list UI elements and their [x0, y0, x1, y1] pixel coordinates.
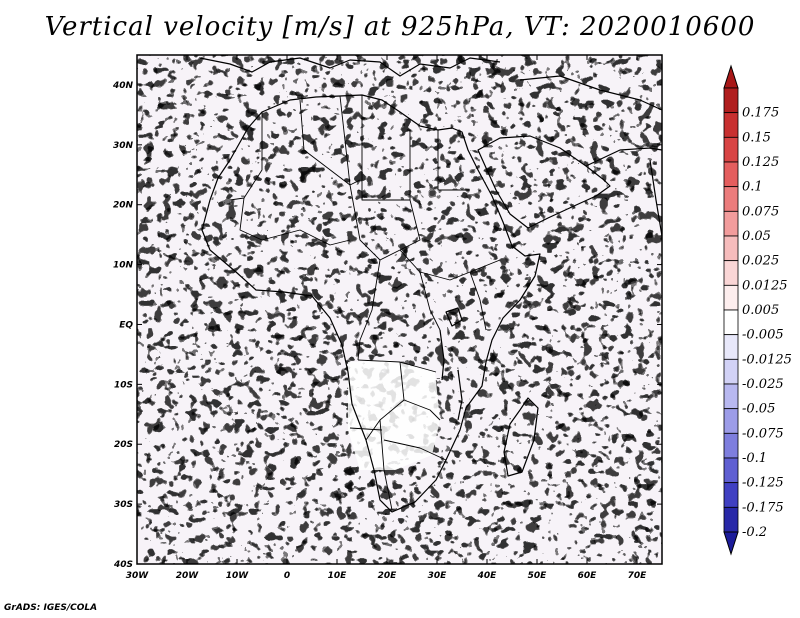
colorbar-swatch [723, 186, 739, 212]
colorbar-swatch [723, 136, 739, 163]
lon-tick-label: 30E [428, 571, 448, 581]
persia-coastline [519, 75, 662, 111]
colorbar-swatch [723, 383, 739, 410]
lon-tick-label: 20E [378, 571, 398, 581]
lake-victoria [445, 307, 463, 327]
colorbar-label: 0.005 [742, 303, 779, 318]
madagascar-coastline [503, 397, 539, 477]
field-shading [137, 55, 662, 564]
lon-tick-label: 30W [126, 571, 150, 581]
colorbar-label: -0.2 [742, 525, 767, 540]
lon-tick-label: 50E [528, 571, 548, 581]
colorbar-swatch [723, 334, 739, 360]
colorbar-bottom-arrow [723, 531, 739, 556]
lon-tick-label: 10W [226, 571, 250, 581]
latitude-axis: 40S 30S 20S 10S EQ 10N 20N 30N 40N [112, 81, 662, 570]
colorbar-swatch [723, 112, 739, 138]
colorbar-label: 0.05 [742, 229, 771, 244]
longitude-axis: 30W 20W 10W 0 10E 20E 30E 40E 50E 60E 70E [126, 55, 647, 581]
colorbar-label: -0.175 [742, 500, 784, 515]
colorbar-top-arrow [723, 64, 739, 89]
colorbar-label: 0.1 [742, 180, 763, 195]
lon-tick-label: 40E [477, 571, 498, 581]
colorbar-swatch [723, 284, 739, 311]
lat-tick-label: EQ [119, 320, 133, 330]
colorbar-label: -0.005 [742, 328, 784, 343]
colorbar-swatch [723, 87, 739, 114]
colorbar-swatch [723, 358, 739, 385]
grads-credit: GrADS: IGES/COLA [4, 603, 98, 613]
colorbar-swatch [723, 309, 739, 336]
colorbar-swatch [723, 161, 739, 188]
lon-tick-label: 60E [578, 571, 598, 581]
colorbar-swatch [723, 432, 739, 459]
colorbar: 0.175 0.15 0.125 0.1 0.075 0.05 0.025 0.0125 0.0… [723, 64, 792, 556]
lon-tick-label: 20W [176, 571, 200, 581]
lat-tick-label: 30N [113, 141, 134, 151]
colorbar-label: -0.0125 [742, 352, 792, 367]
colorbar-label: 0.15 [742, 130, 771, 145]
colorbar-swatch [723, 210, 739, 237]
lat-tick-label: 40N [112, 81, 134, 91]
lon-tick-label: 0 [284, 571, 290, 581]
colorbar-label: -0.125 [742, 476, 784, 491]
colorbar-label: 0.175 [742, 106, 779, 121]
lake-malawi [457, 369, 463, 421]
colorbar-label: 0.075 [742, 204, 779, 219]
lat-tick-label: 20S [114, 440, 133, 450]
colorbar-swatch [723, 408, 739, 434]
lake-tanganyika [439, 329, 445, 381]
colorbar-swatch [723, 482, 739, 508]
colorbar-label: -0.075 [742, 426, 784, 441]
lat-tick-label: 10S [114, 380, 133, 390]
lat-tick-label: 10N [113, 261, 134, 271]
colorbar-label: -0.1 [742, 451, 767, 466]
africa-coastline [201, 94, 541, 513]
europe-coastline [199, 57, 501, 77]
coastlines [199, 57, 662, 513]
arabia-coastline [477, 135, 611, 229]
colorbar-label: 0.025 [742, 254, 779, 269]
colorbar-swatch [723, 506, 739, 533]
colorbar-swatch [723, 457, 739, 484]
lat-tick-label: 40S [113, 560, 133, 570]
colorbar-label: 0.0125 [742, 278, 788, 293]
lon-tick-label: 10E [328, 571, 348, 581]
colorbar-label: -0.025 [742, 377, 784, 392]
lon-tick-label: 70E [628, 571, 648, 581]
map-title: Vertical velocity [m/s] at 925hPa, VT: 2… [44, 12, 756, 42]
colorbar-swatch [723, 235, 739, 262]
colorbar-label: -0.05 [742, 402, 775, 417]
lat-tick-label: 20N [113, 201, 134, 211]
lat-tick-label: 30S [114, 500, 133, 510]
plot-frame [136, 54, 663, 565]
colorbar-label: 0.125 [742, 155, 779, 170]
colorbar-swatch [723, 260, 739, 286]
